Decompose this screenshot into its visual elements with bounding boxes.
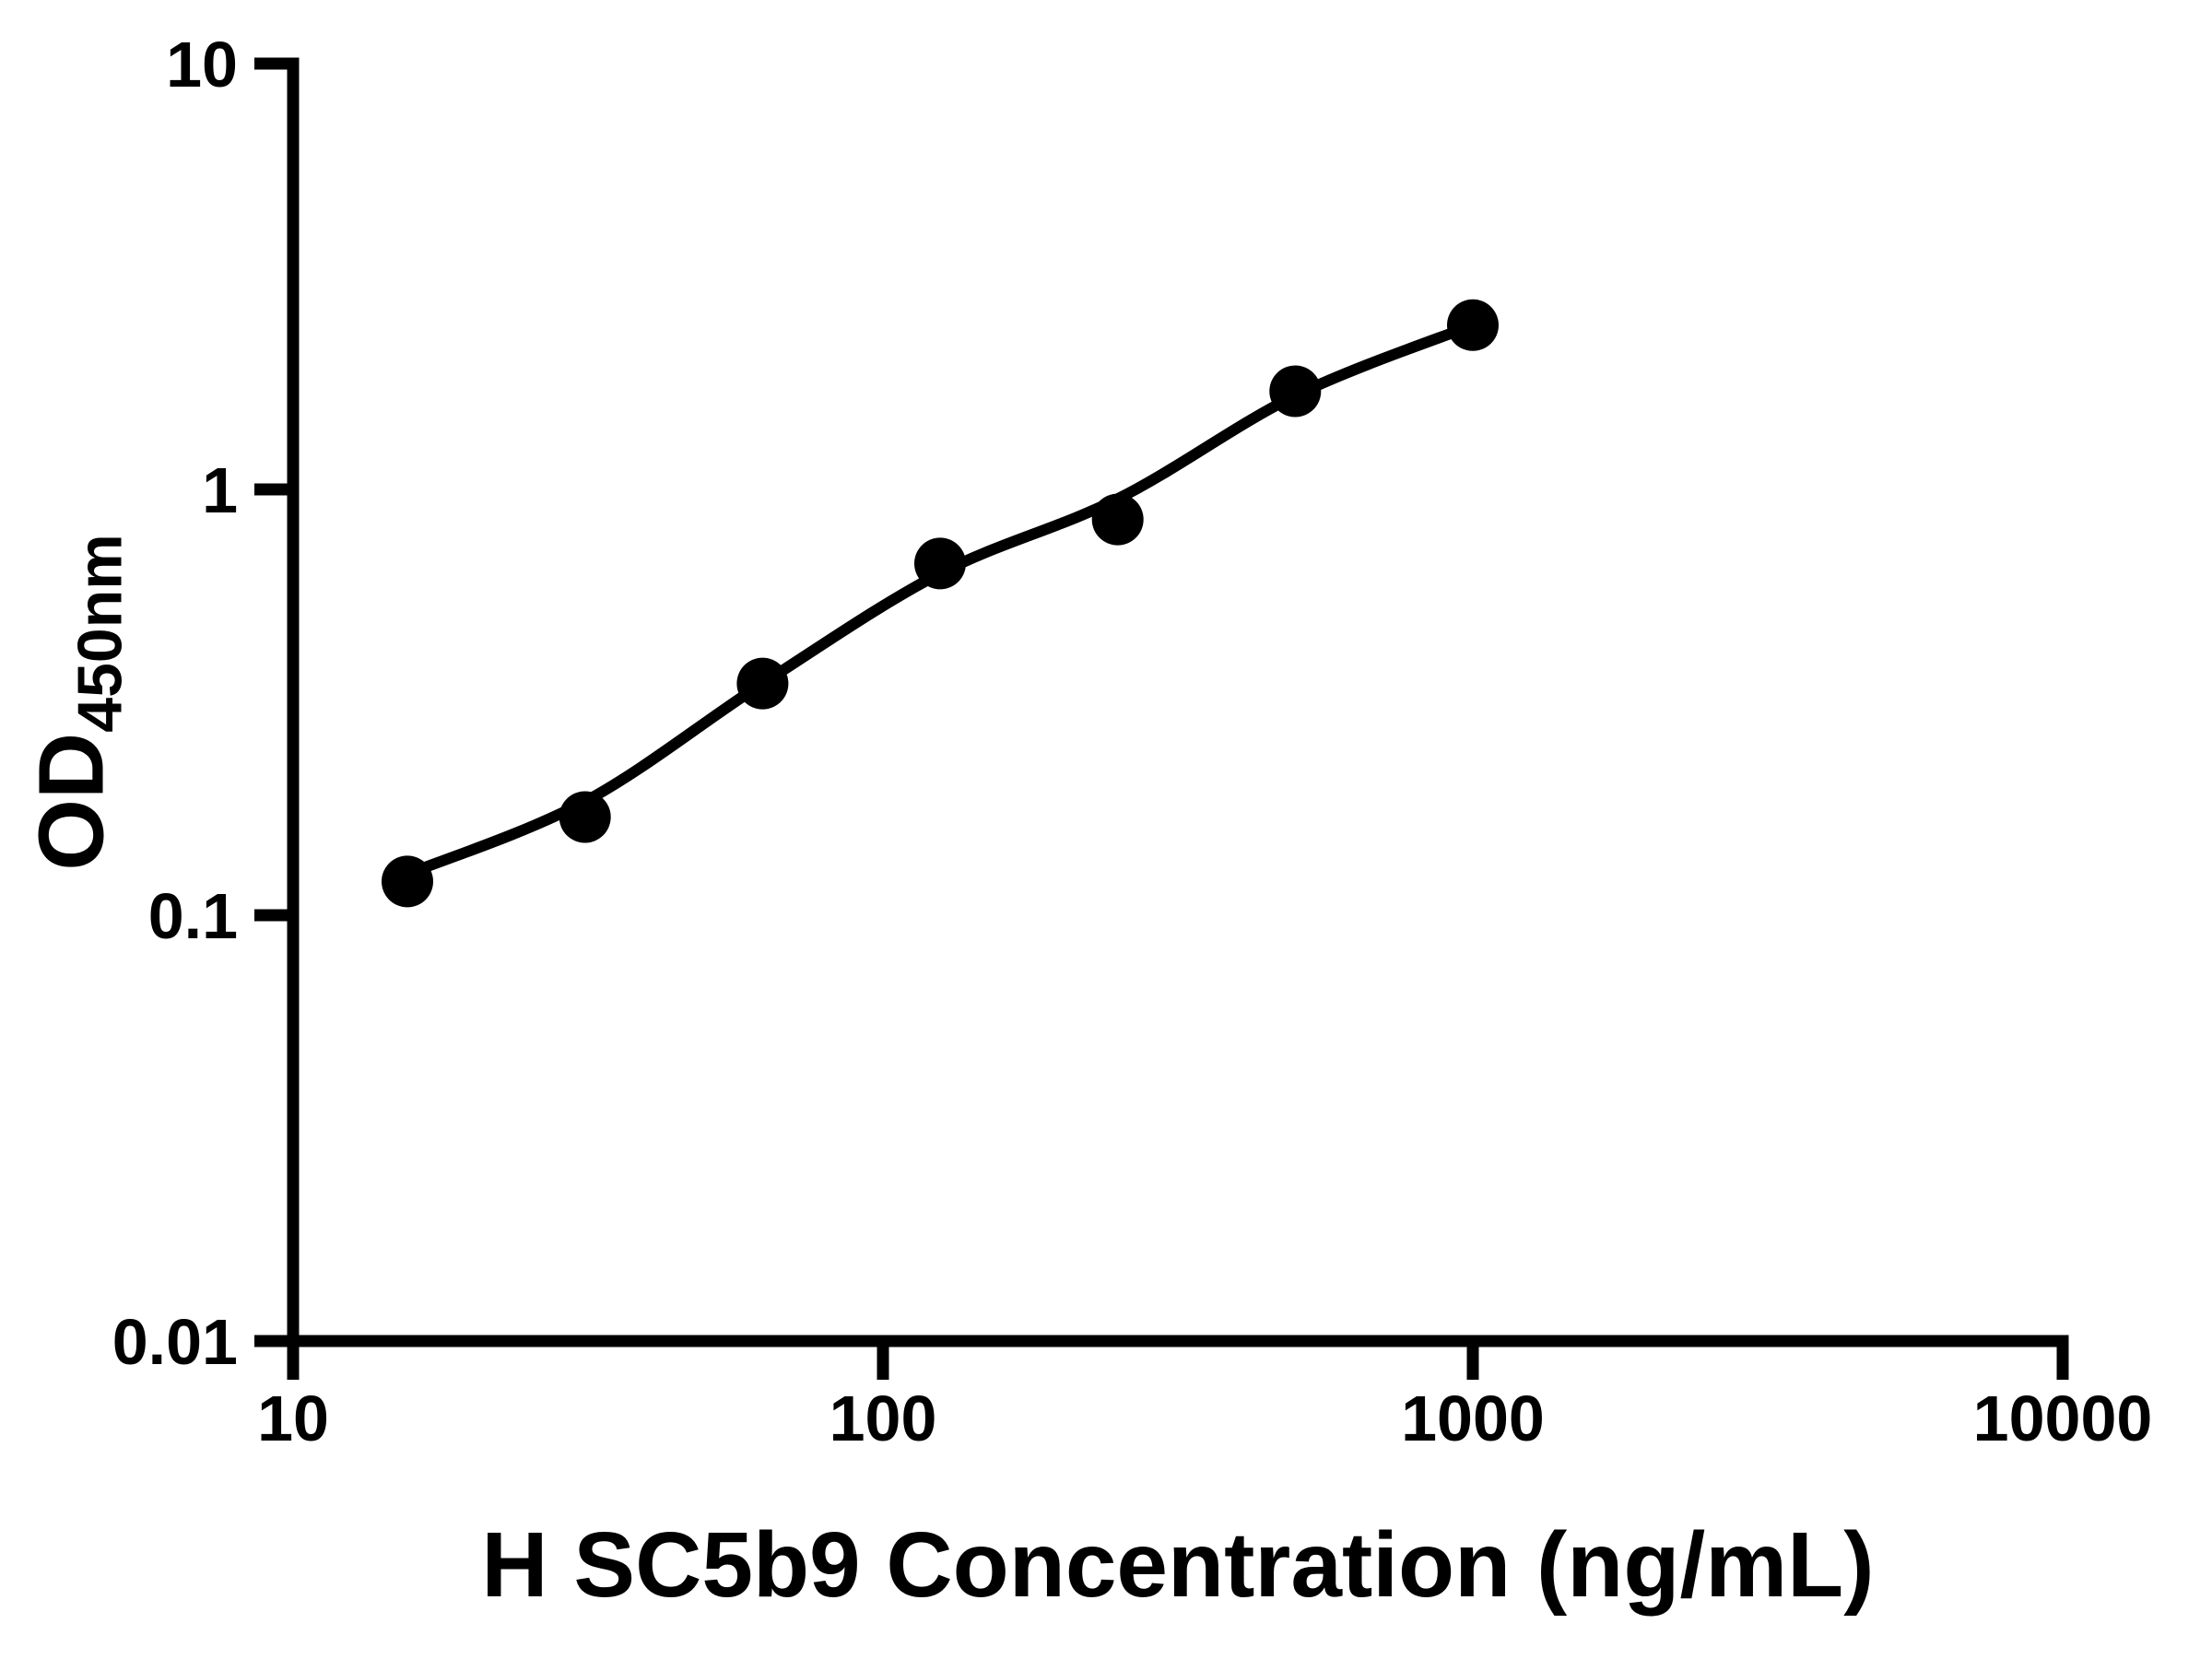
data-point	[1447, 299, 1499, 351]
y-axis-title-subscript: 450nm	[65, 534, 135, 733]
data-point	[1269, 365, 1322, 418]
y-tick-label: 1	[202, 454, 238, 526]
x-tick-label: 1000	[1401, 1382, 1545, 1454]
data-point	[736, 657, 789, 710]
data-point	[914, 537, 966, 590]
y-tick-label: 0.01	[112, 1306, 238, 1378]
x-tick-label: 10000	[1973, 1382, 2153, 1454]
x-axis-title: H SC5b9 Concentration (ng/mL)	[481, 1513, 1875, 1617]
data-point	[559, 791, 611, 843]
data-point	[382, 855, 433, 908]
data-point	[1091, 493, 1144, 546]
y-tick-label: 0.1	[148, 880, 238, 952]
y-axis-title-main: OD	[19, 732, 124, 871]
y-axis-title: OD450nm	[20, 534, 135, 870]
x-tick-label: 10	[257, 1382, 329, 1454]
x-tick-label: 100	[830, 1382, 937, 1454]
y-tick-label: 10	[166, 29, 238, 100]
